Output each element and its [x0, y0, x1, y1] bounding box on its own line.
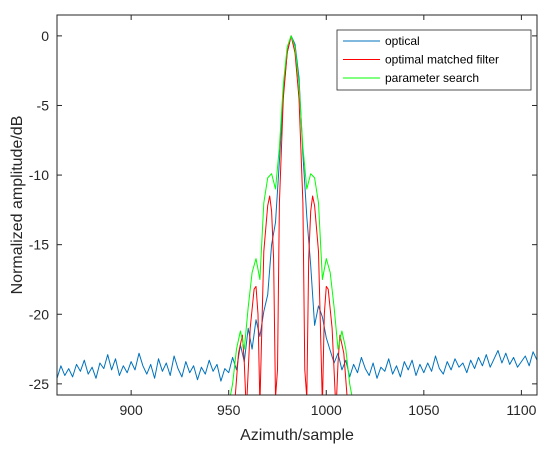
legend: optical optimal matched filter parameter s…: [336, 29, 532, 91]
x-axis: 900 950 1000 1050 1100: [119, 15, 537, 418]
legend-label: optical: [385, 34, 420, 48]
y-axis: 0 -5 -10 -15 -20 -25: [29, 28, 537, 392]
series-layer: [57, 35, 537, 395]
x-tick-label: 1050: [408, 402, 439, 418]
y-axis-title: Normalized amplitude/dB: [9, 116, 26, 295]
x-tick-label: 900: [119, 402, 143, 418]
y-tick-label: -25: [29, 376, 49, 392]
series-line-optical: [57, 35, 537, 382]
plot-area-frame: [56, 14, 538, 396]
series-line-parameter-search: [230, 35, 353, 395]
y-tick-label: -10: [29, 167, 49, 183]
legend-label: optimal matched filter: [385, 53, 499, 67]
x-tick-label: 1000: [311, 402, 342, 418]
x-tick-label: 1100: [506, 402, 536, 418]
x-axis-title: Azimuth/sample: [240, 427, 354, 444]
y-tick-label: 0: [41, 28, 49, 44]
y-tick-label: -15: [29, 237, 49, 253]
y-tick-label: -20: [29, 306, 49, 322]
x-tick-label: 950: [217, 402, 241, 418]
legend-label: parameter search: [385, 71, 479, 85]
y-tick-label: -5: [37, 97, 50, 113]
